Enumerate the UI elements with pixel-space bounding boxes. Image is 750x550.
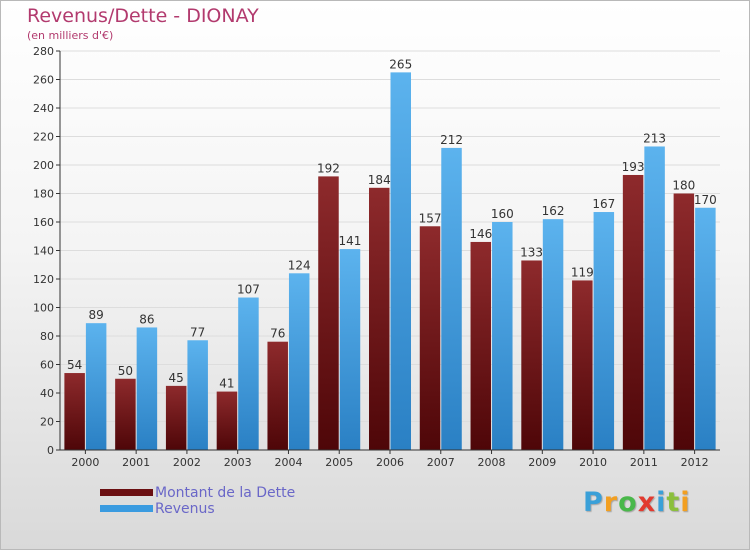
value-label-debt: 157 [419, 211, 442, 225]
value-label-debt: 45 [169, 371, 184, 385]
x-tick-label: 2005 [325, 456, 353, 469]
y-tick-label: 220 [33, 131, 54, 144]
value-label-revenue: 162 [542, 204, 565, 218]
bar-debt [267, 341, 288, 450]
logo-letter: x [637, 487, 657, 518]
bar-debt [216, 391, 238, 450]
x-tick-label: 2011 [630, 456, 658, 469]
bar-revenue [85, 323, 107, 450]
value-label-debt: 41 [219, 377, 234, 391]
value-label-debt: 50 [118, 364, 133, 378]
value-label-debt: 193 [622, 160, 645, 174]
bar-debt [64, 373, 85, 450]
x-tick-label: 2000 [71, 456, 99, 469]
x-tick-label: 2003 [224, 456, 252, 469]
y-tick-label: 120 [33, 273, 54, 286]
chart-title: Revenus/Dette - DIONAY [27, 5, 259, 27]
legend-swatch-debt [100, 489, 153, 496]
value-label-debt: 146 [469, 227, 492, 241]
bar-revenue [441, 147, 462, 450]
bar-debt [470, 241, 492, 450]
logo-letter: P [583, 487, 604, 518]
value-label-revenue: 124 [288, 258, 311, 272]
value-label-revenue: 86 [139, 312, 154, 326]
bar-revenue [390, 72, 411, 450]
bar-debt [419, 226, 441, 450]
bar-revenue [288, 273, 310, 450]
logo-letter: t [666, 487, 681, 518]
value-label-revenue: 167 [592, 197, 615, 211]
bar-revenue [238, 297, 259, 450]
value-label-debt: 184 [368, 173, 391, 187]
y-tick-label: 200 [33, 159, 54, 172]
legend-label-revenue: Revenus [155, 501, 215, 517]
x-tick-label: 2001 [122, 456, 150, 469]
x-tick-label: 2006 [376, 456, 404, 469]
value-label-debt: 119 [571, 265, 594, 279]
x-tick-label: 2009 [528, 456, 556, 469]
y-tick-label: 40 [40, 387, 54, 400]
value-label-revenue: 170 [694, 193, 717, 207]
y-tick-label: 80 [40, 330, 54, 343]
bar-revenue [644, 146, 665, 450]
proxiti-logo: Proxiti [583, 487, 691, 518]
value-label-revenue: 212 [440, 133, 463, 147]
bar-debt [318, 176, 339, 450]
y-tick-label: 100 [33, 302, 54, 315]
x-tick-label: 2002 [173, 456, 201, 469]
bar-debt [165, 385, 187, 450]
y-tick-label: 260 [33, 74, 54, 87]
bar-debt [572, 280, 593, 450]
value-label-revenue: 89 [88, 308, 103, 322]
bar-revenue [492, 222, 513, 450]
bar-debt [369, 187, 390, 451]
x-tick-label: 2010 [579, 456, 607, 469]
legend-swatch-revenue [100, 505, 153, 512]
x-tick-label: 2008 [478, 456, 506, 469]
y-tick-label: 140 [33, 245, 54, 258]
legend-label-debt: Montant de la Dette [155, 485, 296, 501]
value-label-debt: 192 [317, 161, 340, 175]
x-tick-label: 2007 [427, 456, 455, 469]
y-tick-label: 0 [47, 444, 54, 457]
logo-letter: o [618, 487, 638, 518]
value-label-revenue: 265 [389, 57, 412, 71]
value-label-debt: 133 [520, 245, 543, 259]
y-tick-label: 160 [33, 216, 54, 229]
y-tick-label: 180 [33, 188, 54, 201]
value-label-revenue: 77 [190, 325, 205, 339]
bar-revenue [695, 207, 716, 450]
value-label-revenue: 107 [237, 283, 260, 297]
bar-debt [673, 193, 695, 450]
value-label-debt: 180 [672, 179, 695, 193]
y-tick-label: 20 [40, 416, 54, 429]
bar-revenue [593, 212, 615, 450]
value-label-debt: 54 [67, 358, 82, 372]
bar-revenue [542, 219, 564, 450]
chart-subtitle: (en milliers d'€) [27, 29, 114, 42]
value-label-revenue: 141 [339, 234, 362, 248]
x-tick-label: 2012 [681, 456, 709, 469]
x-tick-label: 2004 [274, 456, 302, 469]
logo-letter: r [603, 487, 619, 518]
y-tick-label: 280 [33, 45, 54, 58]
bar-revenue [187, 340, 208, 450]
value-label-revenue: 160 [491, 207, 514, 221]
logo-letter: i [656, 487, 667, 518]
value-label-revenue: 213 [643, 131, 666, 145]
y-tick-label: 240 [33, 102, 54, 115]
value-label-debt: 76 [270, 327, 285, 341]
bar-revenue [136, 327, 158, 450]
bar-debt [622, 174, 644, 450]
bar-revenue [339, 249, 361, 450]
bar-debt [521, 260, 542, 450]
bar-debt [115, 378, 136, 450]
logo-letter: i [680, 487, 691, 518]
y-tick-label: 60 [40, 359, 54, 372]
